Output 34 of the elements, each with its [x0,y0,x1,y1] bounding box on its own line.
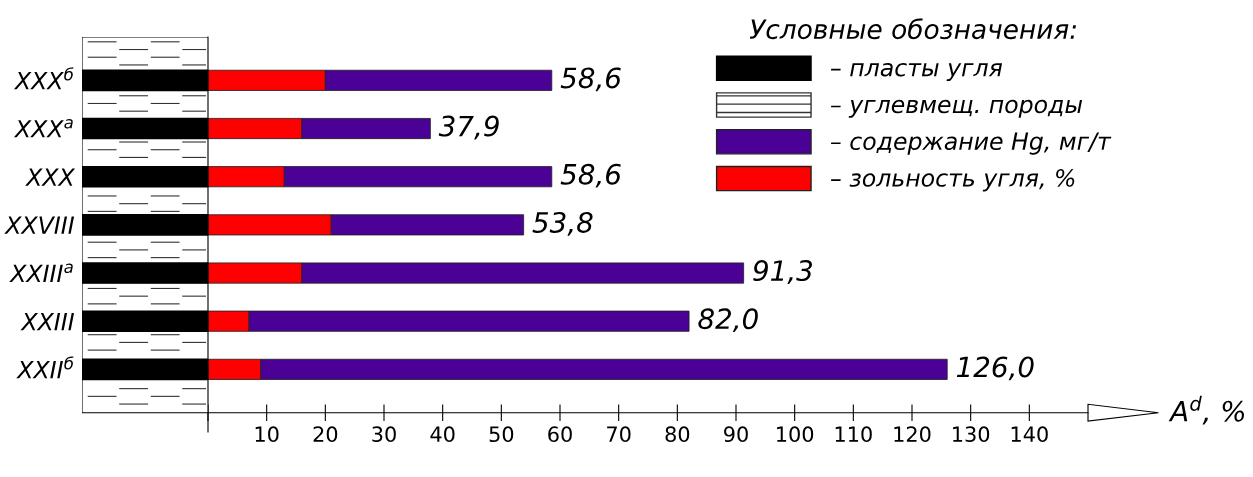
legend-title: Условные обозначения: [749,18,1076,40]
x-tick-label: 120 [894,426,931,443]
y-tick-label: XXIII [20,312,75,331]
x-tick-label: 90 [724,426,748,443]
x-tick-label: 30 [372,426,396,443]
x-tick-label: 140 [1011,426,1048,443]
x-tick-label: 50 [489,426,514,443]
x-tick-label: 60 [548,426,572,443]
x-tick-label: 110 [835,426,872,443]
x-tick-label: 70 [607,426,631,443]
y-tick-label: XXX$^{б}$ [13,67,74,90]
x-tick-label: 80 [665,426,690,443]
legend-label: – содержание Hg, мг/т [830,132,1112,155]
x-tick-label: 100 [777,426,814,443]
x-axis-title: A$^{d}$, % [1168,395,1245,425]
total-label: 58,6 [560,163,621,188]
y-tick-label: XXII$^{б}$ [16,356,74,379]
x-tick-label: 40 [430,426,455,443]
y-tick-label: XXIII$^{а}$ [9,263,73,282]
annotation: – пласты угля [830,62,1003,82]
x-tick-label: 130 [953,426,990,443]
y-tick-label: XXX [25,168,76,186]
annotation: – углевмещ. породы [830,99,1083,118]
total-label: 58,6 [560,67,621,92]
total-label: 82,0 [698,308,758,333]
total-label: 37,9 [438,115,499,140]
legend-label: – зольность угля, % [830,169,1075,192]
total-label: 91,3 [753,260,813,284]
total-label: 126,0 [956,356,1034,381]
x-tick-label: 20 [313,426,338,443]
x-tick-label: 10 [255,426,279,443]
total-label: 53,8 [532,211,593,236]
y-tick-label: XXX$^{а}$ [13,119,73,138]
y-tick-label: XXVIII [4,216,75,234]
